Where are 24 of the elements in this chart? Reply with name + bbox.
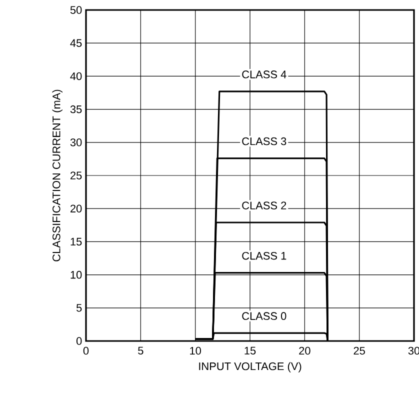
y-tick-label: 50 [70,6,82,14]
series-label: CLASS 2 [242,202,286,210]
y-tick-label: 35 [70,105,82,114]
x-axis-title: INPUT VOLTAGE (V) [199,362,302,372]
x-tick-label: 5 [138,346,144,354]
series-label: CLASS 3 [242,137,286,146]
x-tick-label: 15 [244,346,256,354]
y-tick-label: 5 [76,304,82,312]
y-tick-label: 10 [70,270,82,279]
x-tick-label: 25 [354,346,365,355]
series-label: CLASS 0 [242,312,286,320]
y-tick-label: 20 [70,204,82,212]
series-label: CLASS 1 [242,252,286,260]
x-tick-label: 10 [190,346,201,355]
y-tick-label: 15 [70,238,82,246]
y-tick-label: 25 [70,172,82,180]
x-tick-label: 0 [83,346,89,355]
y-tick-label: 40 [70,72,82,80]
x-tick-label: 20 [299,346,310,355]
series-label: CLASS 4 [242,70,286,78]
y-tick-label: 30 [70,138,82,146]
y-tick-label: 0 [76,337,82,345]
y-axis-title: CLASSIFICATION CURRENT (mA) [52,90,62,262]
y-tick-label: 45 [70,39,82,47]
